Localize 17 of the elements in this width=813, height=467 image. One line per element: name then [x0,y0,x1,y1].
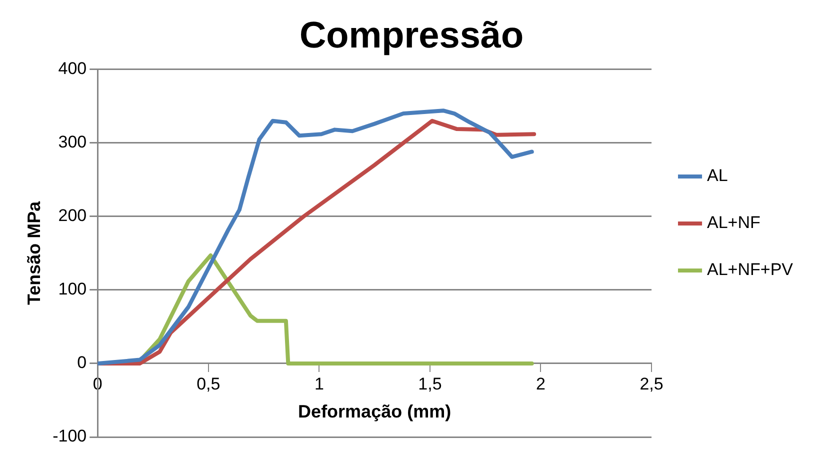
y-tick-label: -100 [52,426,87,446]
x-tick-label: 1 [314,374,324,394]
y-tick-label: 100 [58,280,87,299]
legend-label: AL [707,166,728,186]
x-axis-title: Deformação (mm) [298,402,452,422]
y-tick-label: 400 [58,59,87,78]
chart-title: Compressão [299,14,524,56]
x-tick-label: 2 [536,374,546,394]
y-tick-label: 0 [77,353,87,372]
x-tick-label: 0,5 [196,374,220,394]
legend-label: AL+NF [707,213,760,232]
y-tick-label: 300 [58,132,87,152]
legend-label: AL+NF+PV [707,260,794,280]
x-tick-label: 1,5 [418,374,442,394]
y-axis-title: Tensão MPa [24,200,44,306]
y-tick-label: 200 [58,206,87,226]
x-tick-label: 2,5 [640,374,664,394]
